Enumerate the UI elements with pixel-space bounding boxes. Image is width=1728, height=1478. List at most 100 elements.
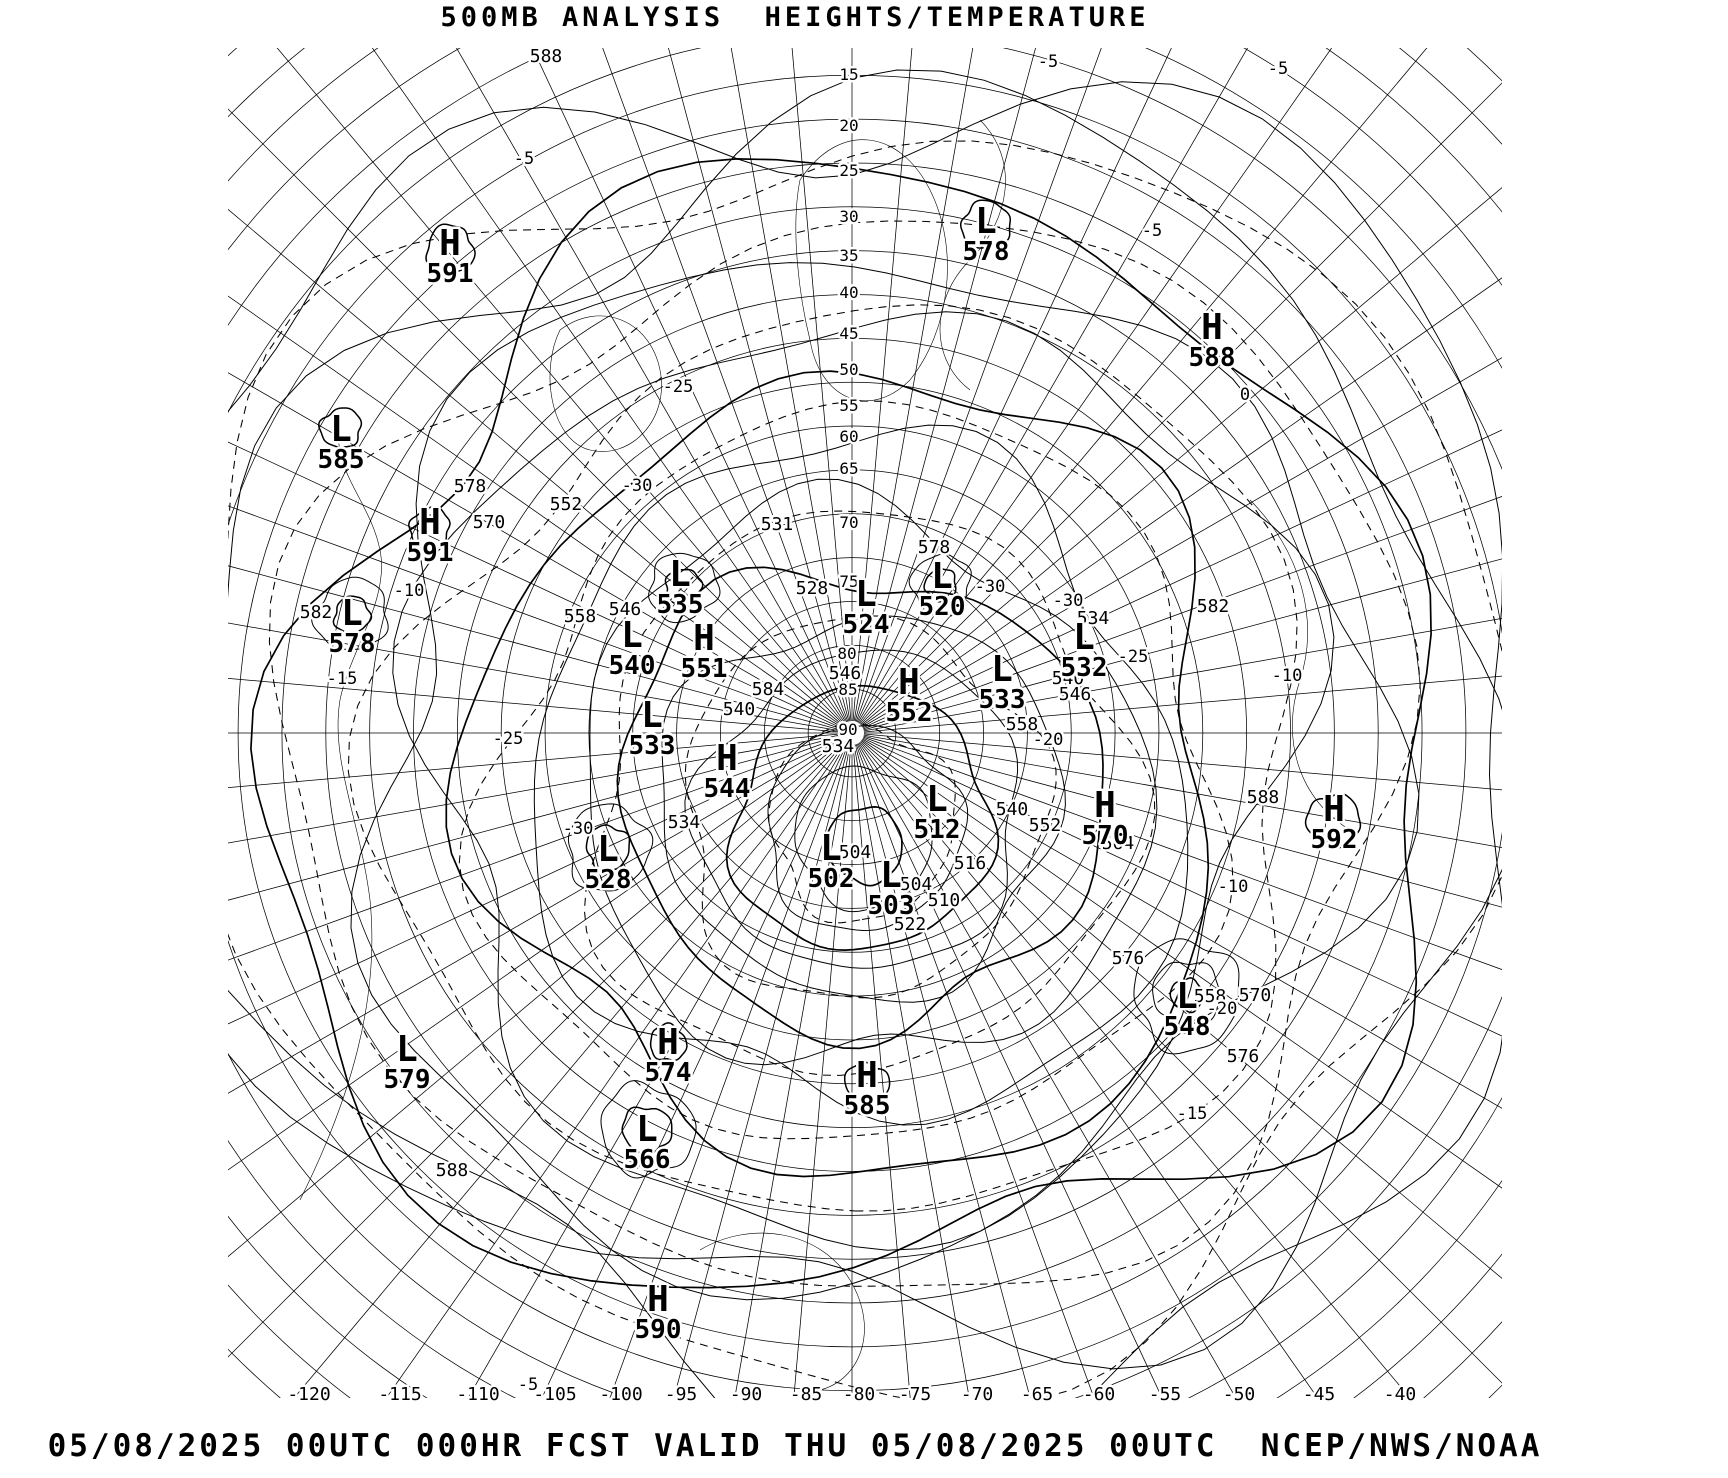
height-contour <box>923 567 957 603</box>
height-contour-label: 588 <box>530 46 563 67</box>
temp-contour-label: 0 <box>1240 385 1250 405</box>
latitude-label: 80 <box>837 644 856 663</box>
height-contour <box>425 223 476 276</box>
temp-contour-label: -5 <box>514 149 534 169</box>
height-contour-label: 558 <box>564 606 597 627</box>
center-height-value: 592 <box>1311 825 1358 855</box>
center-height-value: 570 <box>1082 821 1129 851</box>
height-contour <box>408 505 451 550</box>
map-footer: 05/08/2025 00UTC 000HR FCST VALID THU 05… <box>47 1428 1543 1464</box>
center-height-value: 578 <box>329 629 376 659</box>
temp-contour-label: -20 <box>1207 999 1238 1019</box>
height-contour <box>228 69 1502 1370</box>
height-contour-label: 522 <box>894 914 927 935</box>
meridian-line <box>853 744 970 1398</box>
lat-labels: 15 20 25 30 35 40 45 50 55 60 65 70 75 80 85 90 <box>835 63 861 742</box>
low-center-letter: L <box>636 1109 658 1150</box>
height-contour <box>616 566 1104 1050</box>
center-height-value: 520 <box>919 592 966 622</box>
meridian-line <box>860 82 1502 725</box>
meridian-line <box>228 733 841 788</box>
high-center-letter: H <box>647 1279 669 1320</box>
height-contour-label: 534 <box>1077 608 1110 629</box>
high-center-letter: H <box>898 662 920 703</box>
coastline <box>1249 499 1351 831</box>
height-contour <box>600 1080 697 1179</box>
temp-contour-label: -5 <box>1038 52 1058 72</box>
meridian-line <box>228 740 844 1258</box>
height-contour <box>664 568 704 608</box>
center-height-value: 585 <box>318 445 365 475</box>
meridian-line <box>228 736 841 961</box>
meridian-line <box>228 738 842 1094</box>
meridian-line <box>857 48 1248 723</box>
height-contour-label: 504 <box>900 874 933 895</box>
temp-contour-label: -20 <box>1033 730 1064 750</box>
meridian-line <box>863 733 1502 791</box>
latitude-label: 35 <box>839 246 858 265</box>
temp-contour-label: -25 <box>1118 647 1149 667</box>
height-contour-label: 558 <box>1006 714 1039 735</box>
coastline <box>795 139 948 402</box>
height-contour <box>350 262 1420 1301</box>
center-height-value: 502 <box>808 864 855 894</box>
meridian-line <box>532 48 848 723</box>
center-height-value: 588 <box>1189 343 1236 373</box>
low-center-letter: L <box>975 201 997 242</box>
high-center-letter: H <box>657 1022 679 1063</box>
longitude-label: -55 <box>1149 1384 1182 1405</box>
height-contour-label: 552 <box>550 494 583 515</box>
meridian-line <box>791 48 852 722</box>
height-contour-label: 552 <box>1029 815 1062 836</box>
height-contour <box>649 1022 688 1062</box>
meridian-line <box>860 740 1502 1279</box>
height-contour-label: 534 <box>668 812 701 833</box>
center-height-value: 548 <box>1164 1012 1211 1042</box>
height-contour <box>1133 938 1240 1055</box>
height-contour <box>767 725 969 932</box>
height-contour <box>445 370 1210 1178</box>
latitude-label: 90 <box>838 720 857 739</box>
temp-contour-label: -15 <box>1177 1104 1208 1124</box>
longitude-label: -70 <box>961 1384 994 1405</box>
height-contour <box>684 649 1019 969</box>
height-contour-label: 576 <box>1112 948 1145 969</box>
meridian-line <box>863 496 1502 730</box>
meridian-line <box>293 741 845 1398</box>
meridian-line <box>852 744 911 1398</box>
height-contour <box>648 552 721 624</box>
height-contour-label: 510 <box>928 890 961 911</box>
low-center-letter: L <box>880 855 902 896</box>
low-center-letter: L <box>931 556 953 597</box>
temp-contour <box>228 140 1502 1398</box>
temp-contour-label: -30 <box>622 476 653 496</box>
center-height-value: 566 <box>624 1145 671 1175</box>
center-height-value: 591 <box>427 259 474 289</box>
height-contour-label: 546 <box>1059 684 1092 705</box>
center-height-value: 540 <box>609 651 656 681</box>
meridian-line <box>228 678 841 733</box>
height-contour <box>228 81 1502 1398</box>
height-contour <box>1169 977 1204 1014</box>
temp-contour-label: -25 <box>663 377 694 397</box>
center-height-value: 535 <box>657 590 704 620</box>
center-height-value: 503 <box>868 891 915 921</box>
longitude-label: -80 <box>843 1384 876 1405</box>
height-contour-label: 576 <box>1227 1046 1260 1067</box>
high-center-letter: H <box>693 618 715 659</box>
map-title: 500MB ANALYSIS HEIGHTS/TEMPERATURE <box>440 2 1150 33</box>
